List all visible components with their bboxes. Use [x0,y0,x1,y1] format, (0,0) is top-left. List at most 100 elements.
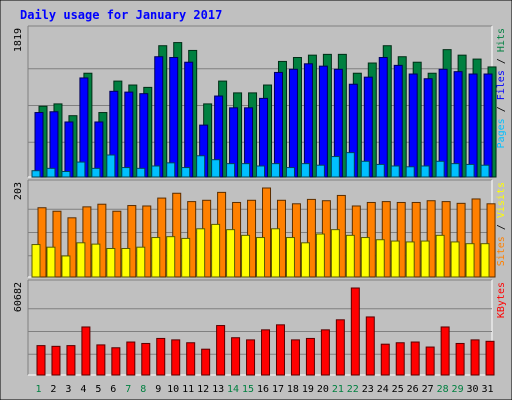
x-tick-label-day-10: 10 [167,384,179,395]
x-tick-label-day-16: 16 [257,384,269,395]
bar-visits-sites-day-22 [345,234,355,278]
bar-hits-pages-day-11 [181,167,191,178]
x-tick-label-day-13: 13 [212,384,224,395]
bar-visits-visits-day-30 [471,198,481,278]
x-tick-label-day-19: 19 [302,384,314,395]
bar-kbytes-kbytes-day-2 [51,345,61,376]
bar-hits-pages-day-30 [465,163,475,178]
bar-hits-pages-day-23 [360,160,370,178]
bar-hits-pages-day-31 [480,164,490,178]
x-tick-label-day-29: 29 [452,384,464,395]
bar-hits-files-day-1 [34,112,44,178]
bar-visits-sites-day-27 [420,240,430,278]
bar-visits-sites-day-1 [31,244,41,278]
bar-hits-files-day-11 [184,61,194,178]
bar-hits-pages-day-3 [61,171,71,178]
bar-hits-files-day-17 [273,71,283,178]
bar-hits-pages-day-9 [151,165,161,178]
bar-hits-pages-day-4 [76,161,86,178]
x-tick-label-day-2: 2 [50,384,56,395]
panel-hits-legend: Pages / Files / Hits [496,28,507,148]
x-tick-label-day-1: 1 [35,384,41,395]
x-tick-label-day-12: 12 [197,384,209,395]
x-tick-label-day-31: 31 [481,384,493,395]
bar-kbytes-kbytes-day-15 [246,339,256,376]
bar-visits-sites-day-14 [226,229,236,278]
bar-hits-files-day-30 [468,73,478,178]
bar-hits-pages-day-28 [435,160,445,178]
bar-hits-pages-day-18 [285,167,295,178]
bar-hits-pages-day-26 [405,166,415,178]
bar-hits-pages-day-13 [211,159,221,178]
bar-kbytes-kbytes-day-8 [141,342,151,376]
bar-visits-sites-day-21 [330,229,340,278]
bar-kbytes-kbytes-day-21 [335,319,345,376]
bar-kbytes-kbytes-day-31 [485,340,495,376]
bar-hits-files-day-7 [124,91,134,178]
x-tick-label-day-18: 18 [287,384,299,395]
bar-visits-sites-day-3 [61,255,71,278]
bar-hits-pages-day-15 [241,163,251,178]
bar-visits-visits-day-29 [456,202,466,278]
panel-kbytes-max-label: 60682 [13,282,24,312]
x-tick-label-day-28: 28 [437,384,449,395]
bar-hits-files-day-18 [288,68,298,178]
bar-visits-sites-day-24 [375,239,385,278]
panel-visits-legend-item: Visits [496,182,507,218]
bar-hits-files-day-29 [453,71,463,178]
bar-hits-files-day-25 [393,64,403,178]
bar-kbytes-kbytes-day-14 [231,337,241,376]
bar-kbytes-kbytes-day-6 [111,347,121,376]
bar-visits-sites-day-20 [315,233,325,278]
panel-visits: 203 Sites / Visits [13,179,507,278]
bar-kbytes-kbytes-day-5 [96,344,106,376]
bar-hits-pages-day-22 [345,152,355,178]
panel-visits-max-label: 203 [13,182,24,200]
x-tick-label-day-4: 4 [80,384,86,395]
bar-kbytes-kbytes-day-11 [186,342,196,376]
bar-visits-visits-day-10 [172,192,182,278]
bar-kbytes-kbytes-day-19 [305,337,315,376]
bar-visits-sites-day-2 [46,246,56,278]
panel-hits-max-label: 1819 [13,28,24,52]
bar-kbytes-kbytes-day-26 [410,341,420,376]
bar-visits-sites-day-16 [256,237,266,278]
bar-visits-sites-day-4 [76,242,86,278]
x-tick-label-day-21: 21 [332,384,344,395]
panel-visits-legend-item: / [496,218,507,236]
x-tick-label-day-17: 17 [272,384,284,395]
panel-hits-legend-item: Pages [496,118,507,148]
panel-hits-legend-item: / [496,52,507,70]
bar-hits-pages-day-7 [121,167,131,178]
panel-kbytes: 60682 KBytes [13,279,507,376]
bar-kbytes-kbytes-day-23 [365,316,375,376]
x-tick-label-day-11: 11 [182,384,194,395]
bar-kbytes-kbytes-day-27 [425,346,435,376]
bar-hits-pages-day-16 [256,165,266,178]
bar-kbytes-kbytes-day-12 [201,348,211,376]
bar-visits-sites-day-18 [285,237,295,278]
bar-visits-visits-day-31 [486,203,496,278]
x-tick-label-day-6: 6 [110,384,116,395]
bar-kbytes-kbytes-day-7 [126,341,136,376]
x-tick-label-day-26: 26 [407,384,419,395]
bar-kbytes-kbytes-day-29 [455,342,465,376]
x-tick-label-day-7: 7 [125,384,131,395]
bar-visits-sites-day-13 [211,223,221,278]
bar-visits-visits-day-5 [97,203,107,278]
bar-kbytes-kbytes-day-4 [81,326,91,376]
bar-visits-visits-day-27 [426,200,436,278]
bar-hits-files-day-3 [64,121,74,178]
bar-hits-files-day-10 [169,57,179,178]
bar-kbytes-kbytes-day-30 [470,339,480,376]
x-tick-label-day-24: 24 [377,384,389,395]
panel-visits-legend: Sites / Visits [496,182,507,266]
bar-visits-sites-day-6 [106,248,116,278]
bar-hits-pages-day-10 [166,162,176,178]
x-axis-tick-labels: 1 2 3 4 5 6 7 8 9 10 11 12 13 14 15 16 17 18 19 20 21 22 23 24 2… [35,384,493,395]
bar-hits-files-day-31 [483,73,493,178]
bar-visits-sites-day-17 [270,228,280,278]
bar-hits-pages-day-1 [31,170,41,178]
bar-kbytes-kbytes-day-17 [275,324,285,376]
bar-kbytes-kbytes-day-18 [290,339,300,376]
